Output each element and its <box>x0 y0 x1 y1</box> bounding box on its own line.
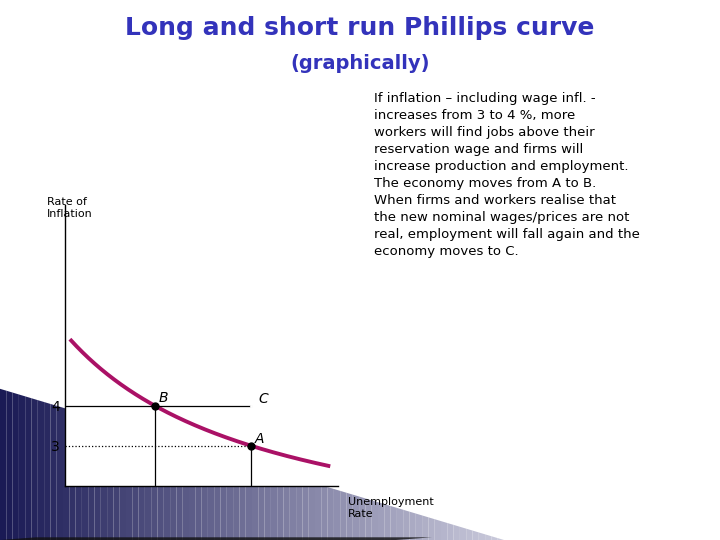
Polygon shape <box>384 504 390 540</box>
Polygon shape <box>19 394 25 540</box>
Polygon shape <box>107 421 114 540</box>
Polygon shape <box>340 491 346 540</box>
Polygon shape <box>233 459 239 540</box>
Polygon shape <box>321 485 328 540</box>
Polygon shape <box>69 409 76 540</box>
Polygon shape <box>158 436 163 540</box>
Text: (graphically): (graphically) <box>290 54 430 73</box>
Polygon shape <box>403 510 410 540</box>
Polygon shape <box>435 519 441 540</box>
Polygon shape <box>447 523 454 540</box>
Polygon shape <box>32 399 37 540</box>
Polygon shape <box>460 527 467 540</box>
Text: C: C <box>258 392 268 406</box>
Polygon shape <box>309 482 315 540</box>
Polygon shape <box>44 402 50 540</box>
Polygon shape <box>277 472 284 540</box>
Polygon shape <box>498 538 504 540</box>
Polygon shape <box>328 487 334 540</box>
Polygon shape <box>145 432 151 540</box>
Polygon shape <box>195 447 202 540</box>
Polygon shape <box>220 455 227 540</box>
Polygon shape <box>25 396 32 540</box>
Polygon shape <box>265 468 271 540</box>
Polygon shape <box>441 521 447 540</box>
Polygon shape <box>57 406 63 540</box>
Polygon shape <box>365 498 372 540</box>
Polygon shape <box>491 536 498 540</box>
Polygon shape <box>114 423 120 540</box>
Polygon shape <box>12 393 19 540</box>
Polygon shape <box>302 480 309 540</box>
Polygon shape <box>289 476 296 540</box>
Text: Unemployment
Rate: Unemployment Rate <box>348 497 434 519</box>
Polygon shape <box>472 530 479 540</box>
Text: Long and short run Phillips curve: Long and short run Phillips curve <box>125 16 595 40</box>
Polygon shape <box>0 537 432 540</box>
Polygon shape <box>88 415 94 540</box>
Polygon shape <box>454 525 460 540</box>
Polygon shape <box>346 492 353 540</box>
Polygon shape <box>202 449 208 540</box>
Polygon shape <box>359 497 365 540</box>
Polygon shape <box>63 408 69 540</box>
Polygon shape <box>189 446 195 540</box>
Polygon shape <box>170 440 176 540</box>
Polygon shape <box>296 477 302 540</box>
Text: B: B <box>158 391 168 405</box>
Polygon shape <box>271 470 277 540</box>
Polygon shape <box>138 430 145 540</box>
Polygon shape <box>132 429 138 540</box>
Polygon shape <box>76 411 82 540</box>
Text: Rate of
Inflation: Rate of Inflation <box>47 197 93 219</box>
Polygon shape <box>252 464 258 540</box>
Polygon shape <box>315 483 321 540</box>
Polygon shape <box>372 500 378 540</box>
Polygon shape <box>410 512 416 540</box>
Polygon shape <box>183 444 189 540</box>
Polygon shape <box>246 462 252 540</box>
Polygon shape <box>50 404 57 540</box>
Text: A: A <box>255 431 264 446</box>
Polygon shape <box>120 424 126 540</box>
Polygon shape <box>176 442 183 540</box>
Polygon shape <box>397 508 403 540</box>
Polygon shape <box>0 389 6 540</box>
Polygon shape <box>284 474 289 540</box>
Text: If inflation – including wage infl. -
increases from 3 to 4 %, more
workers will: If inflation – including wage infl. - in… <box>374 92 640 258</box>
Polygon shape <box>163 438 170 540</box>
Polygon shape <box>378 502 384 540</box>
Polygon shape <box>227 457 233 540</box>
Polygon shape <box>416 514 422 540</box>
Polygon shape <box>215 453 220 540</box>
Polygon shape <box>239 461 246 540</box>
Polygon shape <box>390 506 397 540</box>
Polygon shape <box>208 451 215 540</box>
Polygon shape <box>37 400 44 540</box>
Polygon shape <box>467 529 472 540</box>
Polygon shape <box>258 466 265 540</box>
Polygon shape <box>151 434 158 540</box>
Polygon shape <box>126 427 132 540</box>
Polygon shape <box>479 532 485 540</box>
Polygon shape <box>422 515 428 540</box>
Polygon shape <box>428 517 435 540</box>
Polygon shape <box>334 489 340 540</box>
Polygon shape <box>94 417 101 540</box>
Polygon shape <box>485 535 491 540</box>
Polygon shape <box>82 414 89 540</box>
Polygon shape <box>6 391 12 540</box>
Polygon shape <box>353 495 359 540</box>
Polygon shape <box>101 419 107 540</box>
